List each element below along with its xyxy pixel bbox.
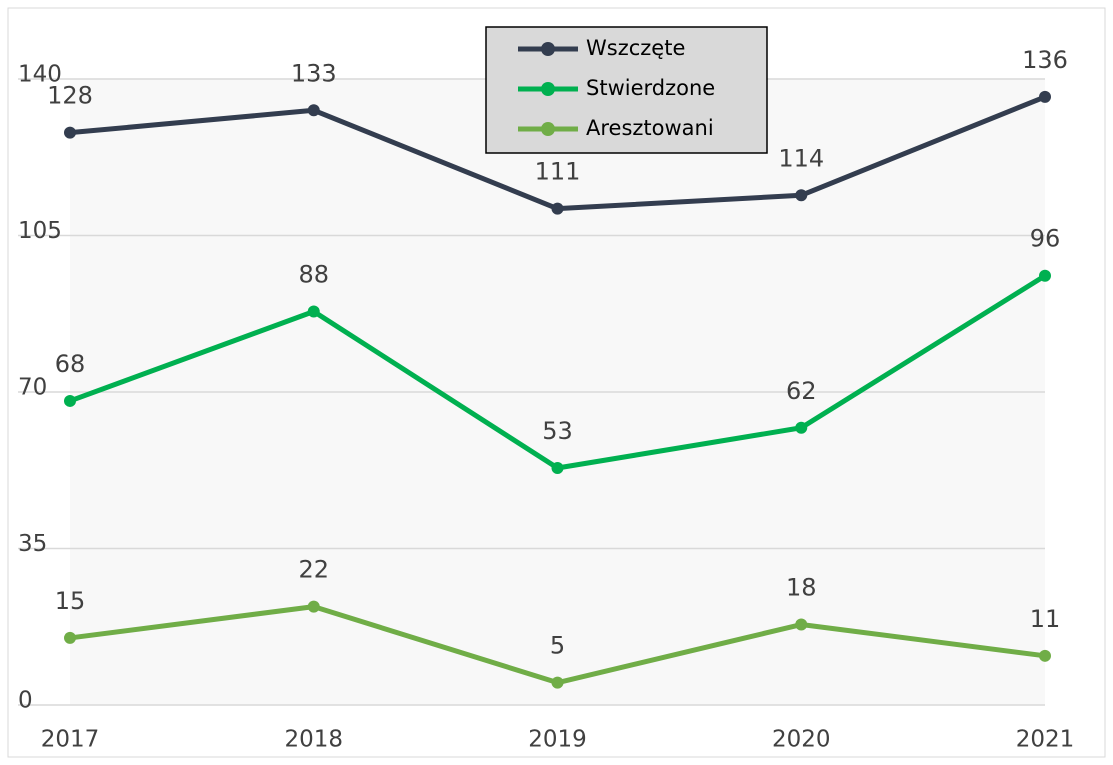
x-tick-label: 2017 [41,727,100,753]
data-point [307,104,320,117]
data-label: 96 [1030,225,1061,253]
data-label: 18 [786,574,817,602]
data-point [551,462,564,475]
data-point [551,202,564,215]
data-point [307,600,320,613]
data-point [795,618,808,631]
data-label: 11 [1030,605,1061,633]
data-point [551,676,564,689]
data-label: 62 [786,377,817,405]
data-label: 136 [1022,46,1068,74]
x-tick-label: 2019 [528,727,587,753]
data-point [64,394,76,407]
x-tick-label: 2018 [284,727,343,753]
data-label: 88 [298,261,329,289]
legend-label: Stwierdzone [586,76,715,100]
data-point [1039,90,1051,103]
data-label: 53 [542,417,573,445]
data-point [307,305,320,318]
data-point [1039,649,1051,662]
data-label: 15 [55,587,86,615]
legend-label: Wszczęte [586,36,685,60]
data-label: 128 [47,82,93,110]
y-tick-label: 35 [18,531,47,557]
data-point [64,631,76,644]
data-point [64,126,76,139]
legend-marker [541,122,555,136]
y-tick-label: 105 [18,218,62,244]
data-label: 111 [535,158,581,186]
data-point [795,421,808,434]
data-label: 22 [298,556,329,584]
data-point [795,189,808,202]
x-tick-label: 2020 [772,727,831,753]
data-label: 5 [550,632,565,660]
data-label: 133 [291,59,337,87]
y-tick-label: 140 [18,62,62,88]
y-tick-label: 70 [18,375,47,401]
legend-marker [541,82,555,96]
y-tick-label: 0 [18,688,33,714]
legend-marker [541,42,555,56]
data-label: 114 [778,144,824,172]
data-label: 68 [55,350,86,378]
x-tick-label: 2021 [1016,727,1075,753]
data-point [1039,269,1051,282]
legend-label: Aresztowani [586,116,714,140]
